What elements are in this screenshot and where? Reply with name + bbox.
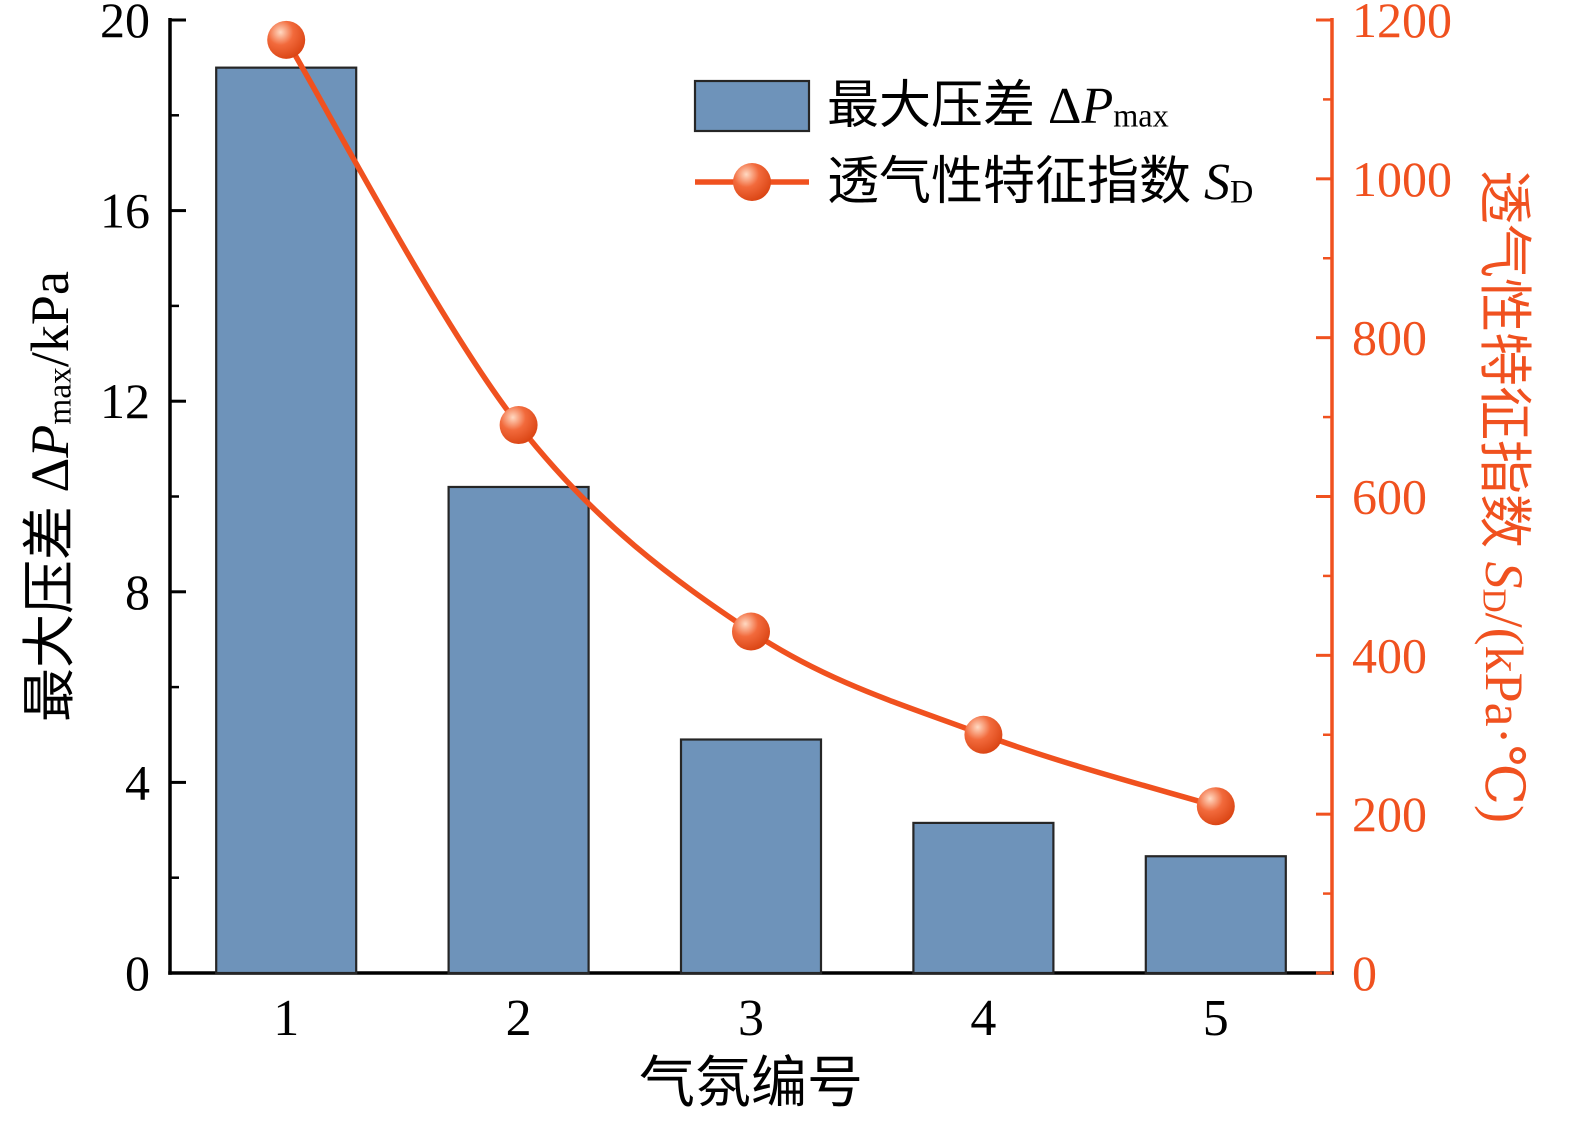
line-layer <box>267 20 1235 826</box>
right-axis-tick-label: 1200 <box>1352 0 1452 48</box>
x-axis-tick-label: 3 <box>738 990 764 1047</box>
right-axis-title: 透气性特征指数 SD/(kPa·℃) <box>1474 170 1534 823</box>
left-axis-tick-label: 8 <box>125 564 150 620</box>
right-axis-tick-label: 1000 <box>1352 151 1452 207</box>
right-axis-tick-label: 400 <box>1352 627 1427 683</box>
legend: 最大压差 ΔPmax 透气性特征指数 SD <box>693 78 1253 211</box>
legend-bar-swatch <box>693 79 811 133</box>
bars-layer <box>215 66 1287 975</box>
x-axis-tick-label: 1 <box>273 990 299 1047</box>
legend-line-label: 透气性特征指数 SD <box>827 154 1253 211</box>
right-axis-tick-label: 200 <box>1352 786 1427 842</box>
left-axis-tick-label: 12 <box>100 373 150 429</box>
left-axis-tick-label: 0 <box>125 945 150 1001</box>
right-axis-tick-label: 0 <box>1352 945 1377 1001</box>
x-axis-tick-label: 2 <box>506 990 532 1047</box>
bar-category-3 <box>679 738 823 975</box>
left-axis-tick-label: 20 <box>100 0 150 48</box>
line-marker-4 <box>964 715 1003 754</box>
bar-category-5 <box>1144 855 1287 975</box>
left-axis-tick-label: 16 <box>100 183 150 239</box>
line-marker-2 <box>499 406 538 445</box>
bar-category-4 <box>912 821 1055 975</box>
left-axis-title: 最大压差 ΔPmax/kPa <box>20 271 80 722</box>
x-axis-tick-label: 5 <box>1203 990 1229 1047</box>
right-axis-tick-label: 600 <box>1352 469 1427 525</box>
right-axis-tick-label: 800 <box>1352 310 1427 366</box>
permeability-index-curve <box>283 37 1219 809</box>
x-axis-title: 气氛编号 <box>639 1053 863 1115</box>
bar-category-1 <box>215 66 358 975</box>
line-marker-1 <box>267 20 306 59</box>
left-axis-tick-label: 4 <box>125 754 150 810</box>
bar-category-2 <box>447 485 590 975</box>
line-marker-5 <box>1196 787 1235 826</box>
x-axis-tick-label: 4 <box>970 990 996 1047</box>
legend-bar-label: 最大压差 ΔPmax <box>827 78 1169 135</box>
line-marker-3 <box>732 612 770 651</box>
legend-line-marker <box>733 163 771 201</box>
